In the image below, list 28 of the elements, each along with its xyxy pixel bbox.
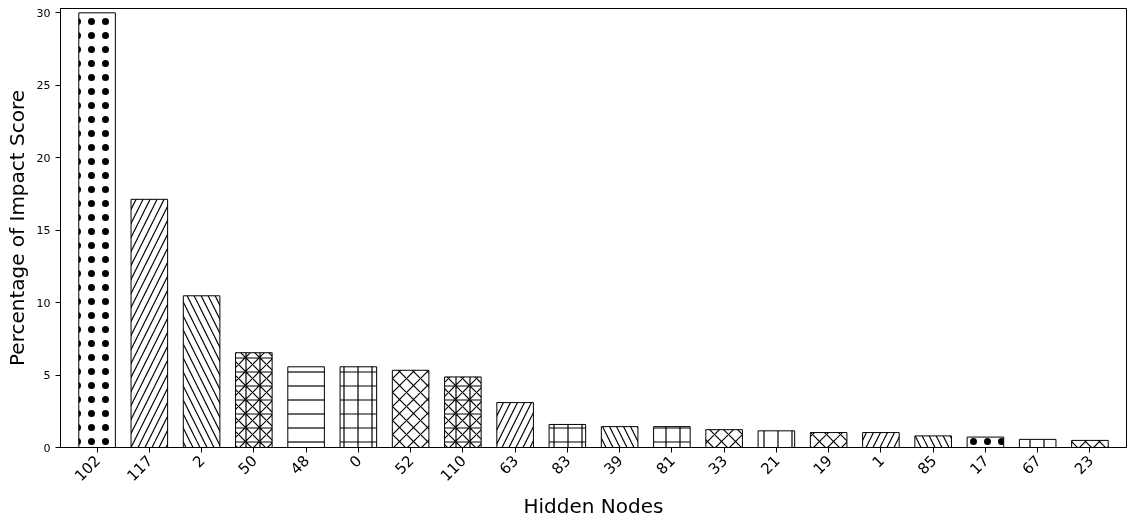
- x-tick-label: 110: [436, 451, 470, 485]
- x-tick-label: 19: [809, 451, 836, 479]
- y-tick-label: 25: [36, 79, 51, 93]
- x-tick-label: 50: [234, 451, 261, 479]
- x-tick-label: 63: [495, 451, 523, 479]
- x-tick-label: 85: [914, 451, 941, 479]
- x-tick-label: 48: [286, 451, 314, 479]
- x-tick-label: 21: [757, 451, 784, 479]
- x-tick-label: 1: [868, 451, 888, 472]
- x-tick-label: 17: [966, 451, 993, 479]
- x-axis-title: Hidden Nodes: [523, 494, 664, 519]
- x-tick-label: 0: [345, 451, 366, 472]
- x-tick-label: 67: [1018, 451, 1045, 479]
- y-tick-label: 10: [36, 296, 51, 310]
- x-tick-label: 23: [1070, 451, 1097, 479]
- x-tick-label: 83: [548, 451, 575, 479]
- x-tick-label: 39: [600, 451, 627, 479]
- x-tick-label: 2: [189, 451, 209, 472]
- x-tick-label: 33: [704, 451, 732, 479]
- x-tick-label: 102: [71, 451, 105, 485]
- y-axis-title: Percentage of Impact Score: [4, 89, 29, 367]
- y-tick-label: 0: [43, 441, 51, 455]
- x-tick-label: 81: [652, 451, 679, 479]
- y-tick-label: 15: [36, 224, 51, 238]
- x-tick-label: 52: [391, 451, 418, 479]
- y-tick-label: 20: [36, 151, 51, 165]
- y-tick-label: 5: [43, 369, 51, 383]
- y-tick-label: 30: [36, 6, 51, 20]
